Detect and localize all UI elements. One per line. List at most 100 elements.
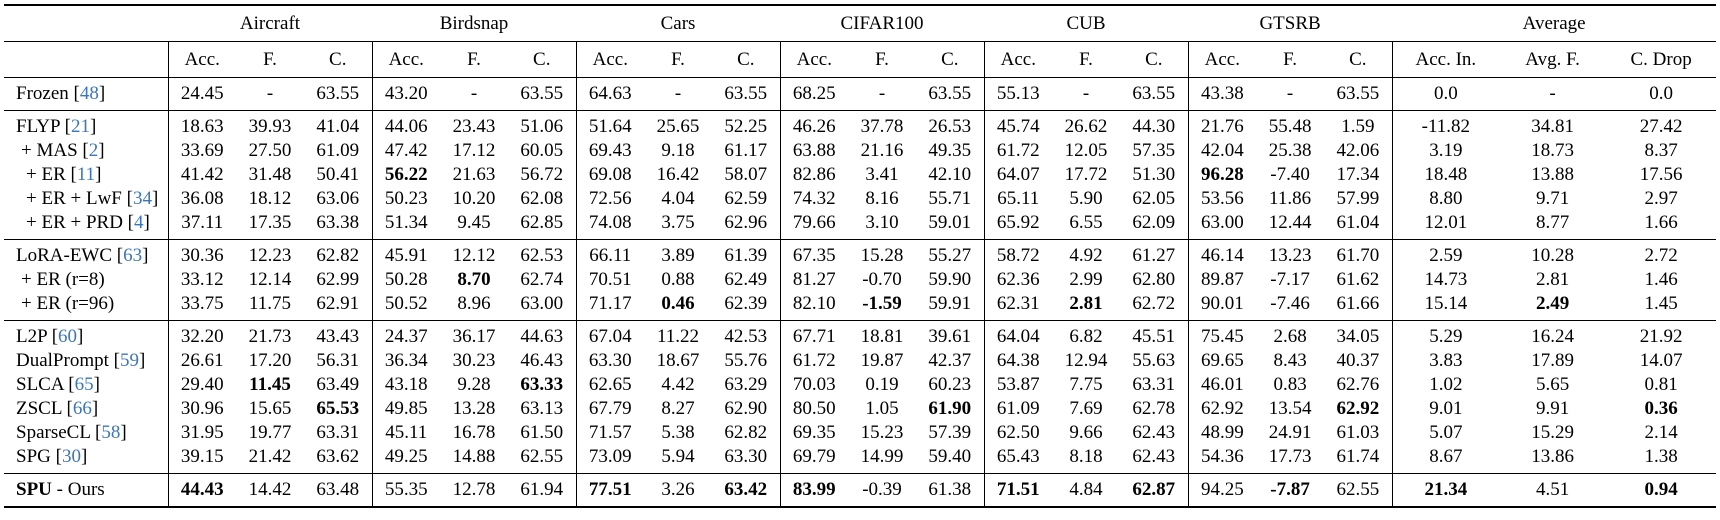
table-cell: 2.14 [1644,422,1678,443]
table-cell: 13.88 [1531,164,1574,185]
table-cell: 43.43 [316,326,360,347]
subheader-cub-c: C. [1145,48,1163,70]
subheader-cub-acc: Acc. [983,41,1053,78]
citation-link[interactable]: 65 [74,374,94,395]
table-cell: 63.55 [928,83,972,104]
table-cell: 18.12 [248,188,292,209]
table-cell: 3.41 [865,164,899,185]
citation-link[interactable]: 30 [61,446,81,467]
table-row: + ER (r=8) 33.12 12.14 62.99 50.28 8.70 62.74 7… [4,268,1716,292]
table-cell: 5.65 [1535,374,1570,395]
table-cell: 70.03 [779,373,849,397]
method-label: DualPrompt [59] [16,350,146,371]
table-cell: 65.92 [983,211,1053,240]
citation-link[interactable]: 4 [134,212,144,233]
table-cell: 69.79 [779,445,849,474]
table-cell: 62.90 [724,398,768,419]
table-row: + ER (r=96) 33.75 11.75 62.91 50.52 8.96 63.00… [4,292,1716,321]
table-cell: 61.04 [1336,212,1380,233]
citation-link[interactable]: 66 [72,398,92,419]
table-cell: 55.27 [928,245,972,266]
table-cell: 62.85 [520,212,564,233]
table-cell: 27.50 [248,140,292,161]
method-name: SLCA [16,374,64,395]
table-cell: 62.55 [520,446,564,467]
table-cell: 26.53 [928,116,972,137]
method-label: SPG [30] [16,446,88,467]
table-cell: 16.42 [656,164,700,185]
table-cell: 61.72 [779,349,849,373]
table-cell: 62.82 [316,245,360,266]
method-name: SPU [16,479,52,500]
table-cell: 18.67 [656,350,700,371]
method-name: + MAS [21,140,78,161]
table-row: + ER + PRD [4] 37.11 17.35 63.38 51.34 9.45 62… [4,211,1716,240]
table-cell: 14.73 [1391,268,1500,292]
table-cell: 11.22 [657,326,700,347]
table-cell: 0.81 [1644,374,1678,395]
table-cell: 2.49 [1535,293,1570,314]
table-cell: 59.91 [928,293,972,314]
table-cell: 82.10 [779,292,849,321]
method-label: + ER [11] [26,164,102,185]
table-cell: - [878,83,886,104]
citation-link[interactable]: 58 [101,422,121,443]
table-cell: 51.30 [1132,164,1176,185]
table-cell: 26.62 [1064,116,1108,137]
table-cell: 4.51 [1535,479,1570,500]
citation-link[interactable]: 2 [88,140,99,161]
citation-link[interactable]: 48 [79,83,99,104]
table-row: SparseCL [58] 31.95 19.77 63.31 45.11 16.78 61… [4,421,1716,445]
table-cell: 63.55 [316,83,360,104]
citation-link[interactable]: 34 [132,188,152,209]
table-row: ZSCL [66] 30.96 15.65 65.53 49.85 13.28 63.13 6… [4,397,1716,421]
subheader-row: Acc. F. C. Acc. F. C. Acc. F. C. Acc. F. C. Acc. F. C.… [4,41,1716,78]
table-cell: -7.46 [1270,293,1310,314]
table-cell: 3.75 [661,212,695,233]
table-cell: 9.71 [1535,188,1570,209]
table-cell: 12.23 [248,245,292,266]
table-block-2: LoRA-EWC [63] 30.36 12.23 62.82 45.91 12.12 62… [4,239,1717,321]
citation-link[interactable]: 21 [70,116,90,137]
table-cell: 51.34 [371,211,440,240]
method-suffix: - Ours [51,479,105,500]
table-cell: 62.87 [1132,479,1176,500]
table-cell: 3.26 [661,479,695,500]
table-cell: 44.30 [1132,116,1176,137]
table-cell: 6.82 [1069,326,1103,347]
table-cell: 9.01 [1391,397,1500,421]
table-cell: 9.28 [457,374,491,395]
method-label: SPU - Ours [4,474,168,508]
table-cell: 40.37 [1336,350,1380,371]
table-cell: 2.72 [1644,245,1678,266]
table-cell: 25.38 [1268,140,1312,161]
subheader-aircraft-f: F. [263,48,277,70]
subheader-birdsnap-c: C. [533,48,551,70]
table-cell: 1.02 [1391,373,1500,397]
table-block-3: L2P [60] 32.20 21.73 43.43 24.37 36.17 44.63 67… [4,320,1717,474]
subheader-average-accin: Acc. In. [1391,41,1500,78]
table-cell: 4.92 [1069,245,1103,266]
table-cell: 1.05 [865,398,899,419]
table-cell: 62.08 [520,188,564,209]
table-cell: 69.43 [575,139,645,163]
citation-link[interactable]: 11 [76,164,96,185]
table-cell: 55.13 [983,77,1053,111]
table-cell: 12.14 [248,269,292,290]
citation-link[interactable]: 59 [119,350,139,371]
citation-link[interactable]: 60 [58,326,78,347]
table-cell: 41.04 [316,116,360,137]
table-cell: 61.90 [928,398,972,419]
table-cell: 4.42 [661,374,695,395]
table-cell: 29.40 [167,373,236,397]
table-cell: 63.55 [1132,83,1176,104]
table-cell: 46.43 [520,350,564,371]
table-cell: 24.91 [1268,422,1312,443]
table-cell: 64.07 [983,163,1053,187]
citation-link[interactable]: 63 [123,245,143,266]
method-name: FLYP [16,116,60,137]
table-cell: 15.65 [248,398,292,419]
table-cell: 57.99 [1336,188,1380,209]
table-cell: - [266,83,274,104]
table-cell: 17.34 [1336,164,1380,185]
